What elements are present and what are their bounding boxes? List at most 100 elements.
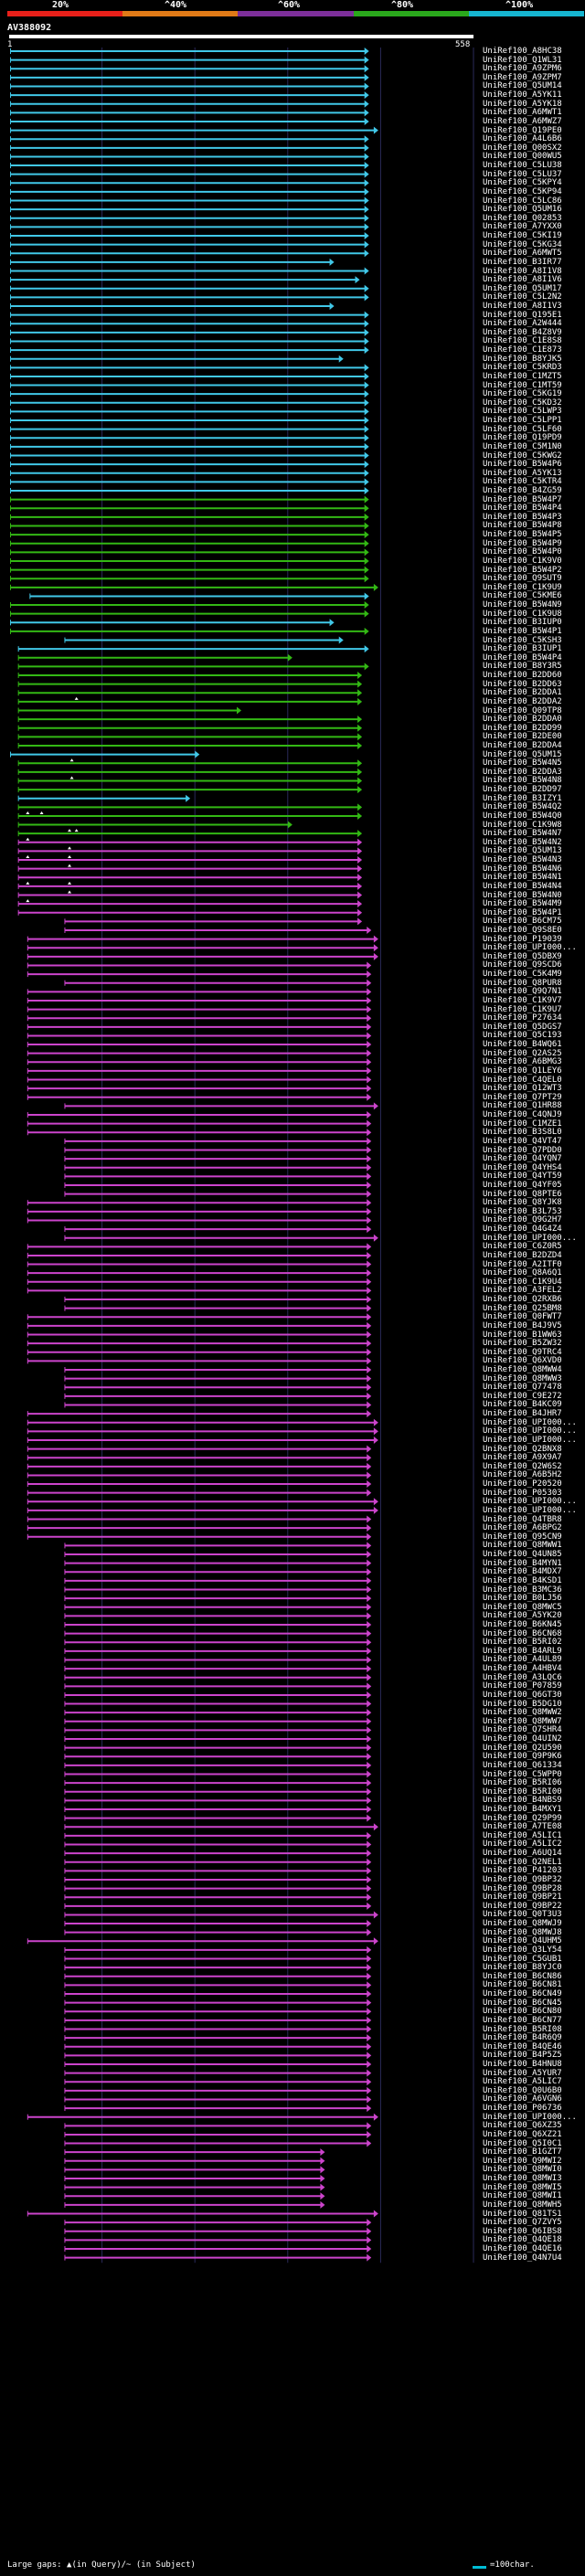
- hit-label[interactable]: UniRef100_B4ARL9: [483, 1646, 562, 1656]
- hit-label[interactable]: UniRef100_A3FEL2: [483, 1286, 562, 1296]
- hit-bar[interactable]: [27, 1066, 372, 1075]
- hit-bar[interactable]: [64, 1945, 372, 1954]
- hit-bar[interactable]: [10, 249, 369, 258]
- hit-label[interactable]: UniRef100_Q12WT3: [483, 1084, 562, 1094]
- hit-bar[interactable]: [64, 1806, 372, 1813]
- hit-label[interactable]: UniRef100_A6MWZ7: [483, 116, 562, 126]
- hit-bar[interactable]: [64, 1374, 372, 1383]
- hit-label[interactable]: UniRef100_Q00SX2: [483, 143, 562, 153]
- hit-label[interactable]: UniRef100_Q4YT59: [483, 1171, 562, 1182]
- hit-label[interactable]: UniRef100_Q4UN85: [483, 1550, 562, 1560]
- hit-label[interactable]: UniRef100_A2W444: [483, 319, 562, 329]
- hit-bar[interactable]: [17, 680, 363, 688]
- hit-label[interactable]: UniRef100_B2DDA2: [483, 696, 562, 706]
- hit-bar[interactable]: [27, 1462, 372, 1470]
- hit-bar[interactable]: [10, 627, 369, 635]
- hit-label[interactable]: UniRef100_P41203: [483, 1866, 562, 1876]
- hit-label[interactable]: UniRef100_A5YK11: [483, 90, 562, 101]
- hit-label[interactable]: UniRef100_C5L2N2: [483, 292, 562, 302]
- hit-label[interactable]: UniRef100_C6Z0R5: [483, 1242, 562, 1252]
- hit-bar[interactable]: [10, 566, 369, 574]
- hit-bar[interactable]: [64, 2148, 325, 2157]
- hit-label[interactable]: UniRef100_B4QE46: [483, 2041, 562, 2051]
- hit-bar[interactable]: [64, 1585, 372, 1594]
- hit-bar[interactable]: [27, 1049, 372, 1057]
- hit-bar[interactable]: [10, 750, 200, 758]
- hit-bar[interactable]: [64, 1612, 372, 1620]
- hit-label[interactable]: UniRef100_Q2NEL1: [483, 1857, 562, 1867]
- hit-bar[interactable]: [64, 1603, 372, 1611]
- hit-label[interactable]: UniRef100_Q77478: [483, 1383, 562, 1393]
- hit-label[interactable]: UniRef100_Q2BNX8: [483, 1444, 562, 1454]
- hit-bar[interactable]: [27, 1251, 372, 1259]
- hit-bar[interactable]: [10, 293, 369, 302]
- hit-label[interactable]: UniRef100_Q0U6B0: [483, 2085, 562, 2095]
- hit-label[interactable]: UniRef100_B5W4N7: [483, 829, 562, 839]
- hit-label[interactable]: UniRef100_UPI000...: [483, 1426, 577, 1436]
- hit-bar[interactable]: [10, 619, 335, 627]
- hit-label[interactable]: UniRef100_Q9SCD6: [483, 960, 562, 970]
- hit-bar[interactable]: [10, 372, 369, 380]
- hit-label[interactable]: UniRef100_B5W4P6: [483, 460, 562, 470]
- hit-label[interactable]: UniRef100_B6CN77: [483, 2015, 562, 2025]
- hit-bar[interactable]: [17, 768, 363, 776]
- hit-label[interactable]: UniRef100_Q9P9K6: [483, 1752, 562, 1762]
- hit-label[interactable]: UniRef100_Q00WU5: [483, 152, 562, 162]
- hit-label[interactable]: UniRef100_Q3LY54: [483, 1945, 562, 1955]
- hit-bar[interactable]: [64, 1814, 372, 1822]
- hit-label[interactable]: UniRef100_C5WPP0: [483, 1769, 562, 1779]
- hit-bar[interactable]: [64, 1296, 372, 1304]
- hit-label[interactable]: UniRef100_C5LU37: [483, 169, 562, 179]
- hit-label[interactable]: UniRef100_C1MZE1: [483, 1118, 562, 1129]
- hit-label[interactable]: UniRef100_Q5UM17: [483, 283, 562, 293]
- hit-label[interactable]: UniRef100_A6BMG3: [483, 1057, 562, 1067]
- hit-bar[interactable]: [64, 1735, 372, 1744]
- hit-bar[interactable]: [27, 1410, 372, 1418]
- hit-label[interactable]: UniRef100_Q5UM15: [483, 749, 562, 759]
- hit-bar[interactable]: [27, 970, 372, 979]
- hit-bar[interactable]: [10, 346, 369, 355]
- hit-label[interactable]: UniRef100_B5W4Q2: [483, 802, 562, 812]
- hit-bar[interactable]: [27, 1058, 372, 1066]
- hit-bar[interactable]: [17, 846, 363, 855]
- hit-bar[interactable]: [27, 935, 378, 943]
- hit-label[interactable]: UniRef100_B4JHR7: [483, 1409, 562, 1419]
- hit-bar[interactable]: [27, 1041, 372, 1049]
- hit-label[interactable]: UniRef100_C5K4M9: [483, 970, 562, 980]
- hit-bar[interactable]: [27, 1216, 372, 1224]
- hit-label[interactable]: UniRef100_Q4UHM5: [483, 1936, 562, 1946]
- hit-bar[interactable]: [64, 1761, 372, 1769]
- hit-bar[interactable]: [17, 803, 363, 811]
- hit-bar[interactable]: [10, 513, 369, 521]
- hit-label[interactable]: UniRef100_C5KP94: [483, 186, 562, 196]
- hit-bar[interactable]: [27, 1321, 372, 1330]
- hit-bar[interactable]: [64, 2034, 372, 2042]
- hit-label[interactable]: UniRef100_C5KPY4: [483, 178, 562, 188]
- hit-label[interactable]: UniRef100_C1K9V7: [483, 995, 562, 1005]
- hit-bar[interactable]: [64, 1102, 378, 1110]
- hit-bar[interactable]: [17, 724, 363, 732]
- hit-bar[interactable]: [17, 776, 363, 785]
- hit-bar[interactable]: [64, 1595, 372, 1603]
- hit-bar[interactable]: [64, 2130, 372, 2138]
- hit-bar[interactable]: [64, 2183, 325, 2191]
- hit-label[interactable]: UniRef100_Q8A6Q1: [483, 1268, 562, 1278]
- hit-label[interactable]: UniRef100_B4MDX7: [483, 1567, 562, 1577]
- hit-label[interactable]: UniRef100_Q2U590: [483, 1743, 562, 1753]
- hit-label[interactable]: UniRef100_Q0FWT7: [483, 1312, 562, 1322]
- hit-bar[interactable]: [64, 2008, 372, 2016]
- hit-label[interactable]: UniRef100_B2DD60: [483, 671, 562, 681]
- hit-label[interactable]: UniRef100_B8Y3R5: [483, 662, 562, 672]
- hit-bar[interactable]: [27, 1005, 372, 1013]
- hit-label[interactable]: UniRef100_C1E8S8: [483, 336, 562, 346]
- hit-bar[interactable]: [27, 1515, 372, 1523]
- hit-label[interactable]: UniRef100_A5YK18: [483, 99, 562, 109]
- hit-bar[interactable]: [64, 1234, 378, 1242]
- hit-label[interactable]: UniRef100_C5GUB1: [483, 1954, 562, 1964]
- hit-label[interactable]: UniRef100_B5W4P2: [483, 565, 562, 575]
- hit-label[interactable]: UniRef100_Q8MWI3: [483, 2174, 562, 2184]
- hit-label[interactable]: UniRef100_A9X9A7: [483, 1453, 562, 1463]
- hit-bar[interactable]: [17, 672, 363, 680]
- hit-bar[interactable]: [64, 1770, 372, 1778]
- hit-bar[interactable]: [64, 1858, 372, 1866]
